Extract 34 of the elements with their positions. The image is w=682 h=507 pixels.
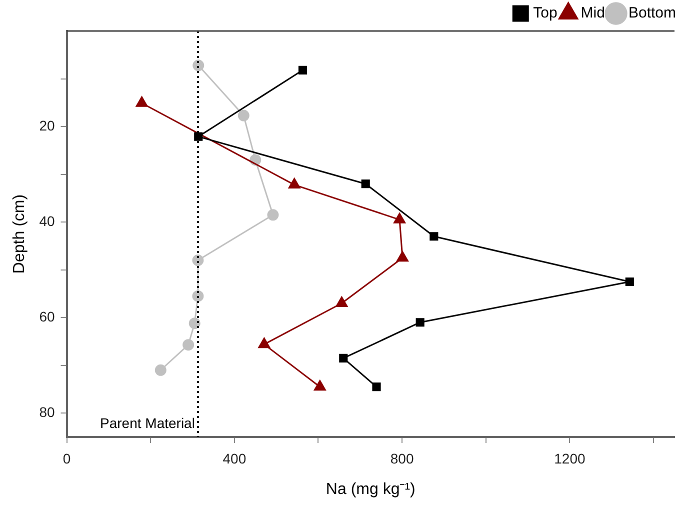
legend-label: Mid — [580, 4, 605, 22]
point — [258, 338, 270, 348]
y-tick-label: 80 — [39, 404, 55, 420]
point — [396, 251, 408, 262]
x-tick-label: 800 — [390, 450, 414, 466]
point — [339, 354, 348, 362]
point — [188, 318, 200, 330]
x-tick-label: 1200 — [554, 450, 586, 466]
y-tick-label: 60 — [39, 308, 55, 324]
legend-label: Bottom — [628, 4, 676, 22]
point — [238, 110, 250, 122]
y-tick-label: 20 — [39, 117, 55, 134]
point — [182, 339, 194, 351]
y-axis-title: Depth (cm) — [11, 194, 28, 274]
point — [154, 364, 166, 376]
point — [625, 277, 634, 286]
y-tick-label: 40 — [39, 212, 55, 229]
point — [430, 232, 438, 241]
ref-line-label: Parent Material — [100, 414, 195, 431]
x-tick-label: 400 — [222, 450, 246, 466]
point — [194, 132, 203, 141]
legend-label: Top — [533, 4, 558, 22]
point — [336, 296, 348, 308]
x-axis-title: Na (mg kg⁻¹) — [326, 480, 416, 498]
point — [372, 382, 381, 392]
point — [314, 380, 326, 391]
point — [298, 66, 308, 74]
point — [136, 96, 148, 107]
point — [288, 178, 300, 189]
point — [361, 180, 370, 188]
point — [267, 209, 279, 221]
point — [416, 318, 424, 327]
x-tick-label: 0 — [62, 450, 71, 466]
point — [394, 212, 406, 224]
